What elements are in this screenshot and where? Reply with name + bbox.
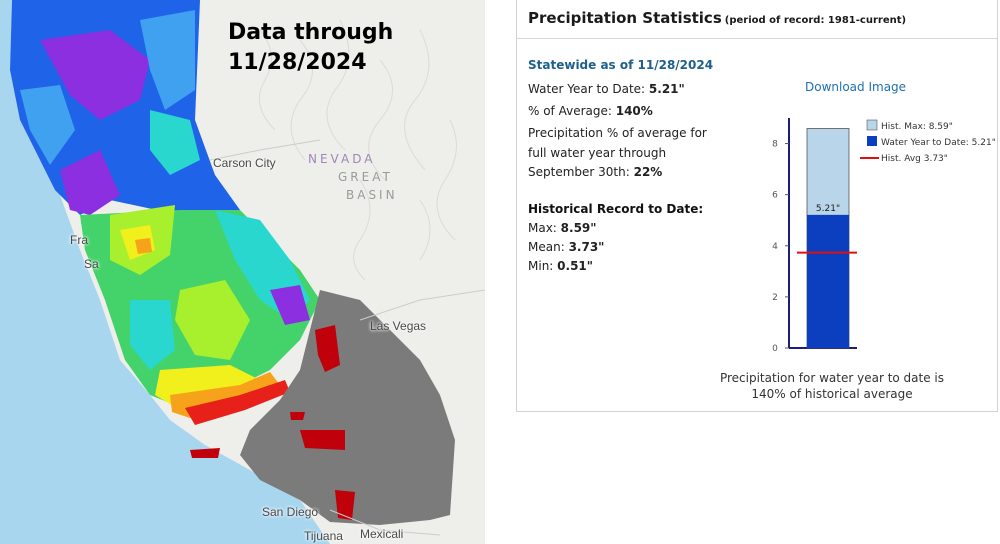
chart-legend: Hist. Max: 8.59" Water Year to Date: 5.2… bbox=[860, 119, 996, 164]
precipitation-statistics-panel: Precipitation Statistics (period of recor… bbox=[516, 0, 998, 412]
percent-of-average-line: % of Average: 140% bbox=[528, 101, 653, 121]
y-tick-label: 2 bbox=[772, 293, 778, 303]
stats-title-text: Precipitation Statistics bbox=[528, 9, 722, 27]
pct-value: 140% bbox=[615, 104, 653, 118]
map-date-line2: 11/28/2024 bbox=[228, 50, 367, 75]
y-tick-label: 4 bbox=[772, 242, 778, 252]
chart-caption-line1: Precipitation for water year to date is bbox=[719, 371, 945, 385]
hist-mean-line: Mean: 3.73" bbox=[528, 237, 604, 257]
water-year-to-date-line: Water Year to Date: 5.21" bbox=[528, 79, 685, 99]
y-tick-label: 6 bbox=[772, 191, 778, 201]
hist-max-label: Max: bbox=[528, 221, 561, 235]
stats-title: Precipitation Statistics (period of recor… bbox=[528, 9, 906, 27]
map-date-overlay: Data through 11/28/2024 bbox=[228, 18, 393, 78]
legend-text-avg: Hist. Avg 3.73" bbox=[881, 154, 948, 164]
place-label-sa: Sa bbox=[84, 257, 99, 271]
region-label-basin: BASIN bbox=[346, 188, 398, 202]
historical-record-heading: Historical Record to Date: bbox=[528, 202, 704, 216]
statewide-heading: Statewide as of 11/28/2024 bbox=[528, 58, 714, 72]
precipitation-map-canvas[interactable] bbox=[0, 0, 485, 544]
region-label-great: GREAT bbox=[338, 170, 393, 184]
chart-caption: Precipitation for water year to date is … bbox=[667, 370, 997, 402]
legend-swatch-wytd bbox=[867, 136, 877, 146]
place-label-san-diego: San Diego bbox=[262, 505, 319, 519]
hist-mean-label: Mean: bbox=[528, 240, 569, 254]
y-tick-label: 0 bbox=[772, 344, 778, 354]
chart-ticks: 0 2 4 6 8 bbox=[772, 140, 789, 354]
stats-period: (period of record: 1981-current) bbox=[724, 15, 907, 26]
place-label-fra: Fra bbox=[70, 233, 88, 247]
bar-water-year-to-date bbox=[807, 214, 849, 348]
pct-label: % of Average: bbox=[528, 104, 616, 118]
precipitation-bar-chart: 0 2 4 6 8 5.21" Hist. Max: 8.59" Water Year … bbox=[772, 118, 996, 354]
hist-max-value: 8.59" bbox=[560, 221, 597, 235]
terrain-texture bbox=[258, 19, 457, 281]
hist-mean-value: 3.73" bbox=[568, 240, 605, 254]
road-lines bbox=[209, 139, 485, 536]
region-label-nevada: NEVADA bbox=[308, 152, 376, 166]
y-tick-label: 8 bbox=[772, 140, 778, 150]
legend-swatch-max bbox=[866, 119, 878, 131]
wytd-label: Water Year to Date: bbox=[528, 82, 649, 96]
full-year-line3: September 30th: 22% bbox=[528, 162, 662, 182]
wytd-value: 5.21" bbox=[648, 82, 685, 96]
place-label-carson-city: Carson City bbox=[213, 156, 276, 170]
full-year-value: 22% bbox=[633, 165, 663, 179]
precipitation-map[interactable]: Data through 11/28/2024 Carson City NEVA… bbox=[0, 0, 485, 544]
full-year-label: September 30th: bbox=[528, 165, 634, 179]
place-label-las-vegas: Las Vegas bbox=[370, 319, 427, 333]
place-label-tijuana: Tijuana bbox=[304, 529, 343, 543]
legend-text-wytd: Water Year to Date: 5.21" bbox=[881, 138, 996, 148]
precipitation-raster bbox=[10, 0, 455, 525]
full-year-line1: Precipitation % of average for bbox=[528, 126, 707, 140]
full-year-line2: full water year through bbox=[528, 146, 667, 160]
bar-value-label: 5.21" bbox=[816, 204, 840, 214]
stats-header: Precipitation Statistics (period of recor… bbox=[517, 0, 997, 39]
download-image-link[interactable]: Download Image bbox=[805, 80, 907, 94]
hist-min-value: 0.51" bbox=[557, 259, 594, 273]
hist-min-label: Min: bbox=[528, 259, 558, 273]
legend-text-max: Hist. Max: 8.59" bbox=[881, 122, 953, 132]
hist-max-line: Max: 8.59" bbox=[528, 218, 597, 238]
chart-caption-line2: 140% of historical average bbox=[751, 387, 913, 401]
hist-min-line: Min: 0.51" bbox=[528, 256, 593, 276]
map-date-line1: Data through bbox=[228, 20, 394, 45]
place-label-mexicali: Mexicali bbox=[360, 527, 404, 541]
